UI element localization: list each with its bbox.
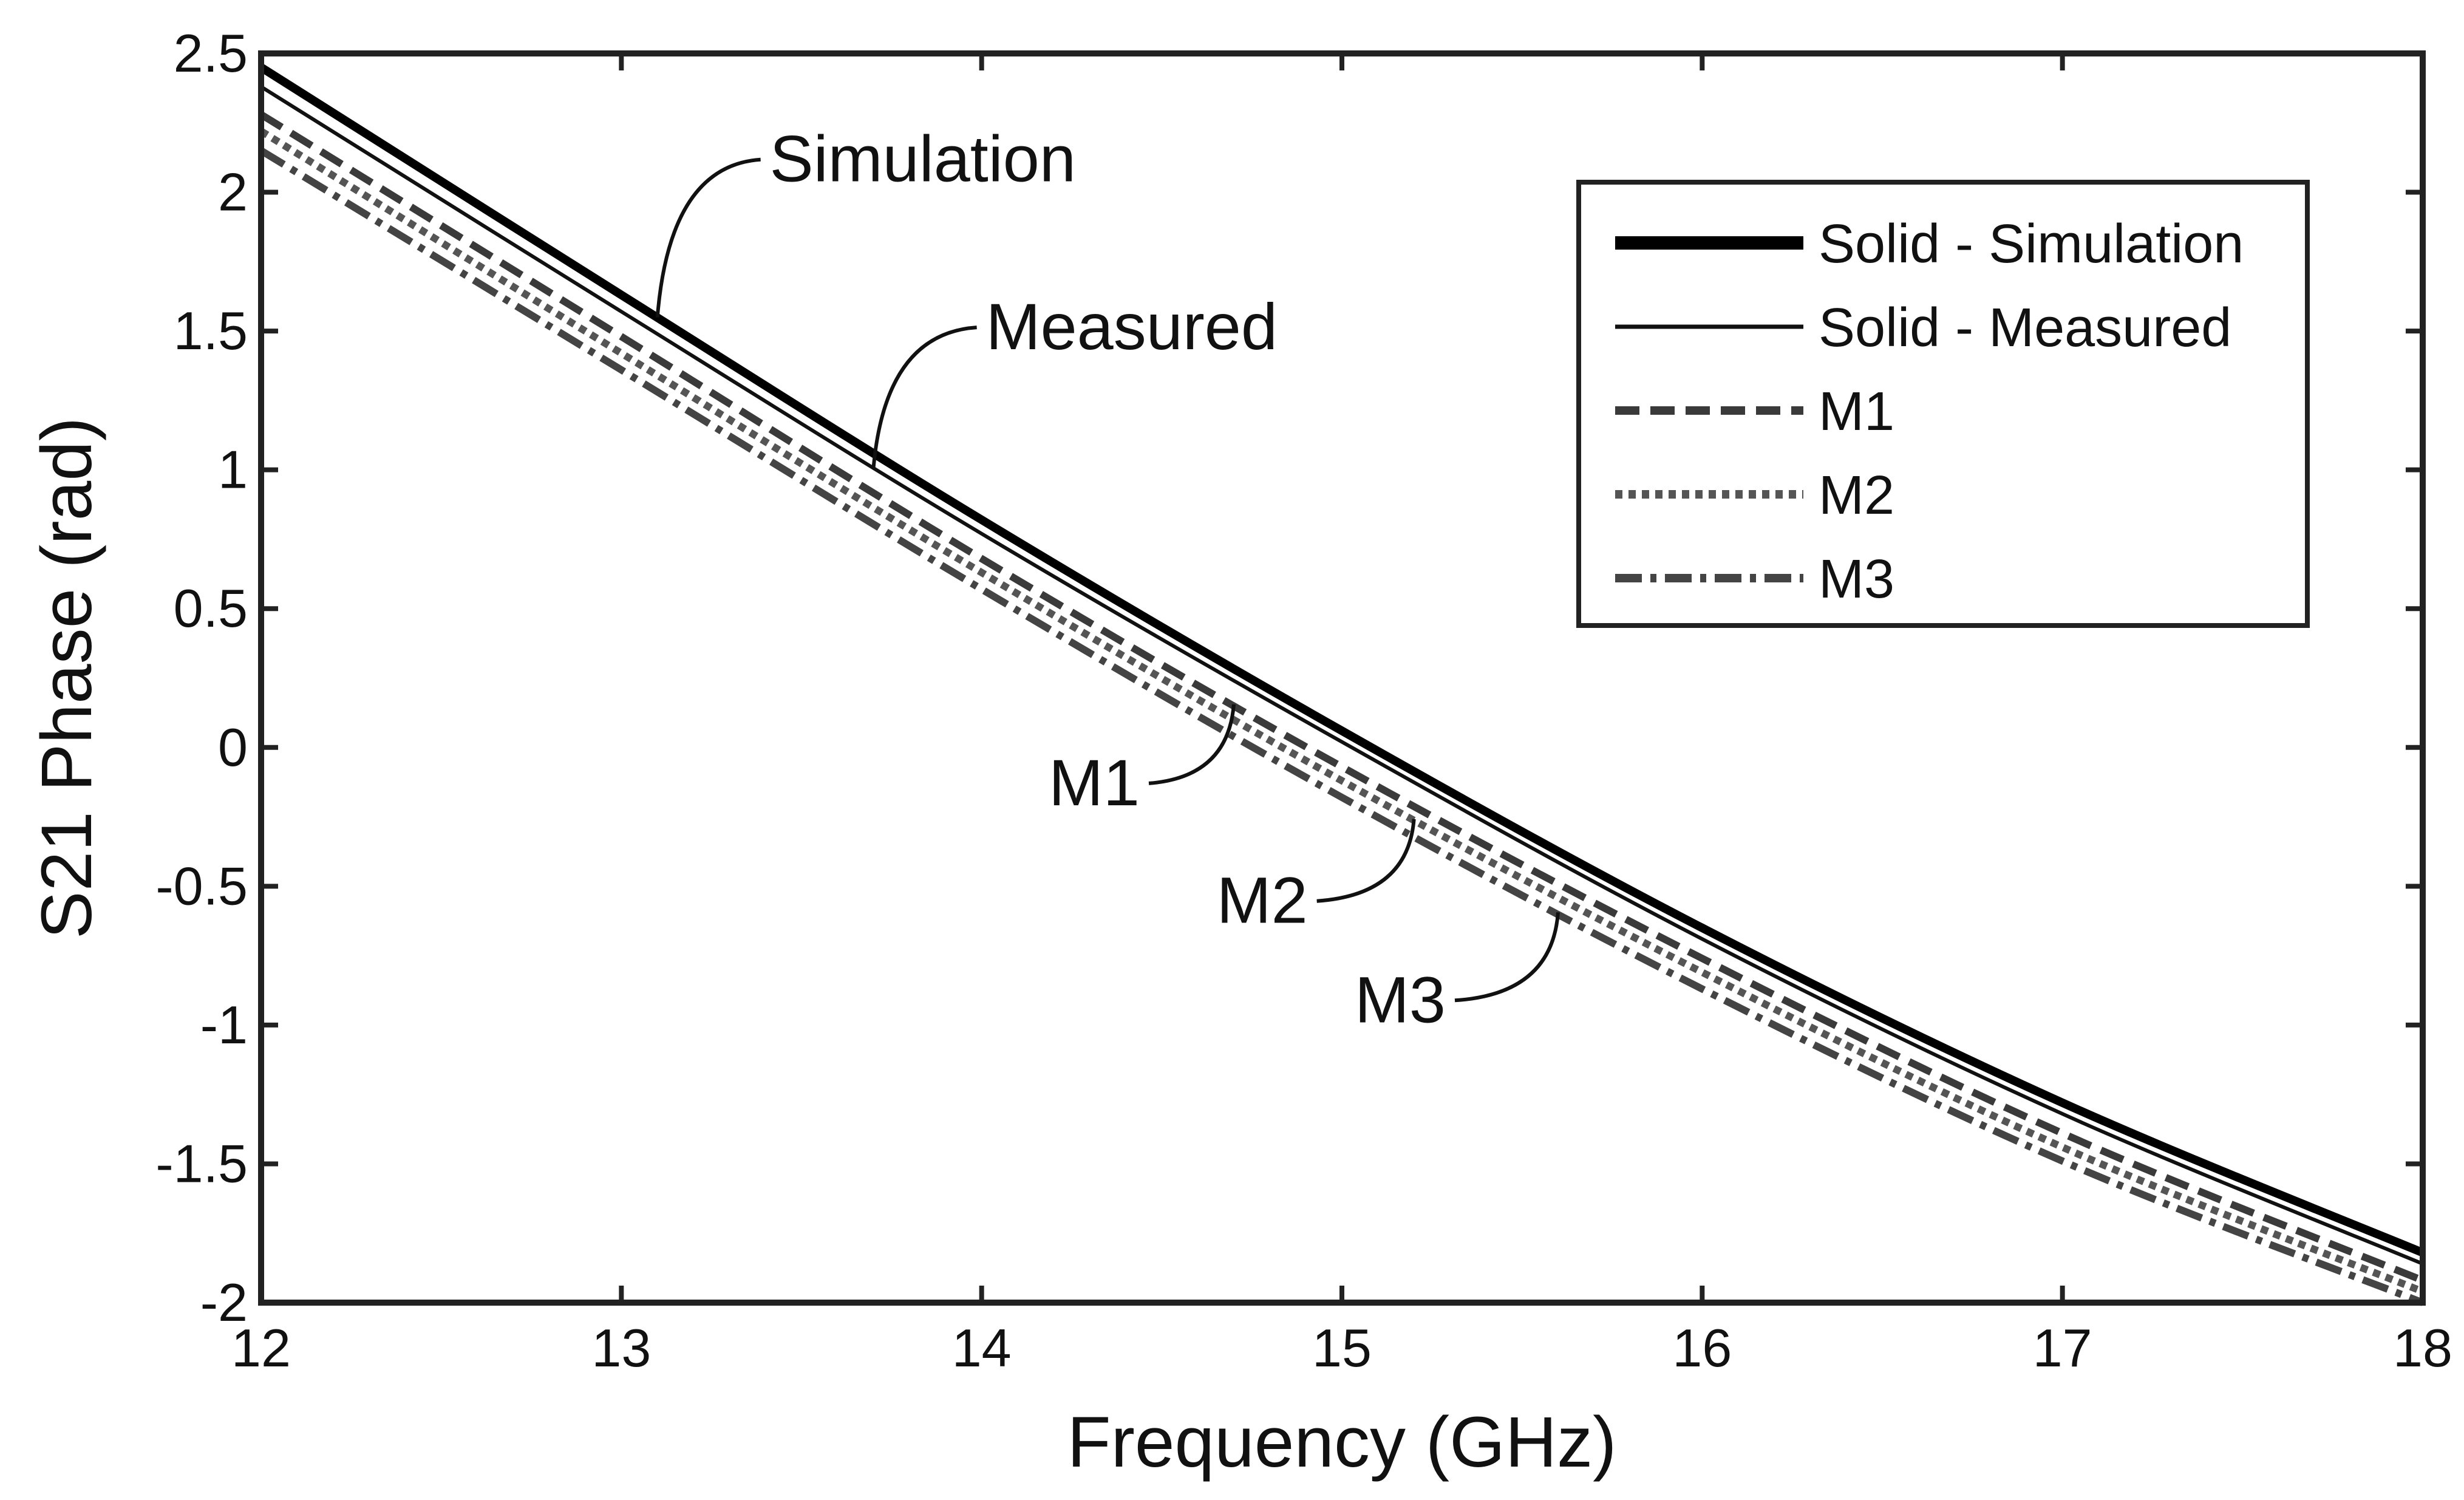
series-line-m1 [259,111,2425,1284]
annotation-label: Simulation [770,122,1076,196]
annotation-leader [1454,912,1560,1003]
annotation-label: M3 [1355,963,1446,1036]
y-tick-label: 0.5 [174,578,248,638]
y-tick-label: 2.5 [174,23,248,83]
x-tick-label: 13 [591,1318,651,1378]
x-axis-title: Frequency (GHz) [1067,1402,1617,1482]
x-tick-label: 17 [2033,1318,2092,1378]
annotation-leader [655,157,761,318]
annotation-leader [871,326,977,468]
annotation-label: Measured [986,290,1278,363]
annotation-leader [1148,704,1236,785]
legend-box [1576,180,2310,628]
x-tick-label: 12 [231,1318,291,1378]
annotation-leader [1316,819,1416,903]
y-tick-label: -0.5 [155,856,248,916]
legend-label: Solid - Simulation [1819,214,2244,274]
y-tick-label: 0 [218,717,248,777]
annotation-label: M2 [1217,864,1308,937]
series-layer [259,63,2425,1306]
legend-label: M2 [1819,465,1894,526]
legend-label: Solid - Measured [1819,298,2231,358]
x-tick-label: 15 [1312,1318,1372,1378]
series-line-measured [260,85,2424,1266]
y-tick-label: -1 [200,995,248,1055]
annotation-layer: Simulation Measured M1 M2 M3 [655,122,1560,1036]
legend-label: M3 [1819,549,1894,610]
x-tick-label: 14 [952,1318,1012,1378]
legend-label: M1 [1819,381,1894,442]
y-tick-label: -1.5 [155,1133,248,1193]
series-line-simulation [259,63,2425,1257]
y-tick-label: 1 [218,440,248,500]
x-tick-label: 18 [2393,1318,2452,1378]
y-axis-title: S21 Phase (rad) [27,417,107,939]
x-tick-label: 16 [1672,1318,1732,1378]
y-tick-label: -2 [200,1272,248,1332]
series-line-m3 [259,147,2425,1306]
y-tick-label: 2 [218,162,248,222]
y-tick-label: 1.5 [174,301,248,361]
legend: Solid - Simulation Solid - Measured M1 M2 M3 [1576,180,2310,628]
tick-layer: 12 13 14 15 16 17 18 2.5 2 1.5 1 0.5 0 -0.5 -1 -1.5 -2 [155,23,2452,1378]
annotation-label: M1 [1049,746,1140,819]
